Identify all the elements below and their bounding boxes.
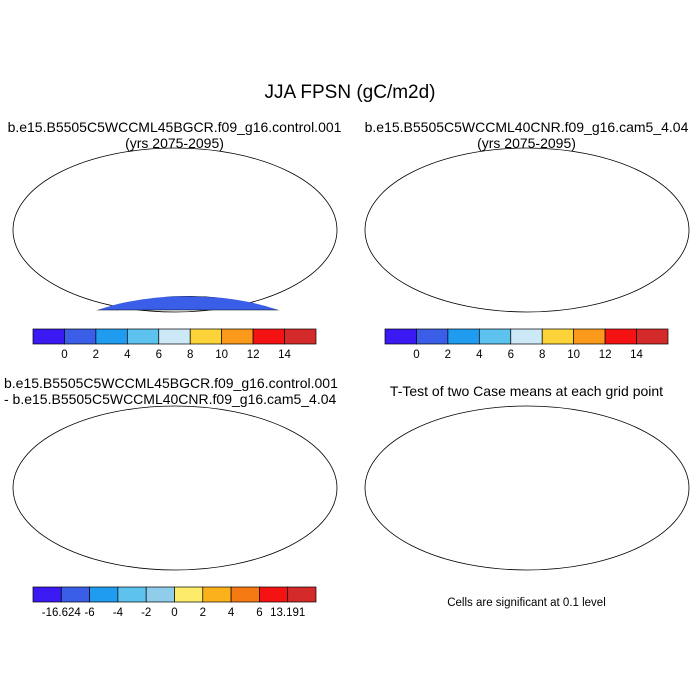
- colorbar-tick-label: 4: [476, 349, 483, 361]
- colorbar-tick-label: 10: [567, 349, 580, 361]
- map-difference-frame: [12, 405, 338, 571]
- colorbar-swatch: [573, 328, 606, 345]
- panel-ttest-title: T-Test of two Case means at each grid po…: [389, 383, 664, 399]
- colorbar-swatch: [510, 328, 543, 345]
- panel-cam5-title-line2: (yrs 2075-2095): [477, 135, 576, 151]
- colorbar-difference: -16.624 -6 -4 -2 0 2 4 6 13.191: [32, 586, 317, 619]
- colorbar-tick-label: 2: [200, 607, 206, 619]
- colorbar-swatch: [32, 586, 62, 603]
- colorbar-swatch: [230, 586, 260, 603]
- colorbar-tick-label: 2: [445, 349, 451, 361]
- panel-control-title-line1: b.e15.B5505C5WCCML45BGCR.f09_g16.control…: [7, 119, 342, 135]
- map-cam5: [364, 147, 690, 313]
- colorbar-tick-label: 8: [187, 349, 193, 361]
- map-control-frame: [12, 147, 338, 313]
- panel-difference-title-line1: b.e15.B5505C5WCCML45BGCR.f09_g16.control…: [4, 375, 338, 391]
- panel-difference-title: b.e15.B5505C5WCCML45BGCR.f09_g16.control…: [4, 375, 349, 407]
- colorbar-swatch: [604, 328, 637, 345]
- colorbar-tick-label: -6: [84, 607, 94, 619]
- colorbar-tick-label: -2: [141, 607, 151, 619]
- colorbar-tick-label: 4: [124, 349, 131, 361]
- colorbar-swatch: [189, 328, 223, 345]
- colorbar-tick-label: 14: [278, 349, 291, 361]
- figure-title: JJA FPSN (gC/m2d): [264, 82, 436, 103]
- colorbar-tick-label: 2: [93, 349, 99, 361]
- map-cam5-frame: [364, 147, 690, 313]
- map-difference: [12, 405, 338, 571]
- panel-control-title: b.e15.B5505C5WCCML45BGCR.f09_g16.control…: [2, 119, 347, 151]
- colorbar-swatch: [252, 328, 285, 345]
- colorbar-swatch: [64, 328, 97, 345]
- colorbar-tick-label: 4: [228, 607, 235, 619]
- colorbar-control: 0 2 4 6 8 10 12 14: [32, 328, 317, 361]
- panel-cam5-title-line1: b.e15.B5505C5WCCML40CNR.f09_g16.cam5_4.0…: [364, 119, 689, 135]
- colorbar-swatch: [636, 328, 669, 345]
- colorbar-swatch: [117, 586, 147, 603]
- colorbar-swatch: [447, 328, 480, 345]
- colorbar-swatch: [221, 328, 254, 345]
- colorbar-swatch: [259, 586, 289, 603]
- colorbar-swatch: [541, 328, 575, 345]
- colorbar-tick-label: 14: [630, 349, 643, 361]
- colorbar-swatch: [384, 328, 417, 345]
- map-ttest-frame: [364, 405, 690, 571]
- colorbar-tick-label: 0: [61, 349, 67, 361]
- colorbar-swatch: [416, 328, 449, 345]
- colorbar-swatch: [89, 586, 119, 603]
- colorbar-tick-label: 13.191: [270, 607, 305, 619]
- panel-difference-title-line2: - b.e15.B5505C5WCCML40CNR.f09_g16.cam5_4…: [4, 391, 337, 407]
- colorbar-swatch: [284, 328, 317, 345]
- significance-note: Cells are significant at 0.1 level: [447, 597, 606, 609]
- colorbar-swatch: [287, 586, 317, 603]
- colorbar-tick-label: 12: [247, 349, 260, 361]
- colorbar-tick-label: 0: [171, 607, 177, 619]
- colorbar-tick-label: 10: [215, 349, 228, 361]
- colorbar-swatch: [60, 586, 90, 603]
- colorbar-tick-label: -4: [113, 607, 124, 619]
- colorbar-tick-label: -16.624: [42, 607, 82, 619]
- colorbar-tick-label: 6: [508, 349, 514, 361]
- colorbar-swatch: [174, 586, 204, 603]
- colorbar-swatch: [32, 328, 65, 345]
- panel-cam5-title: b.e15.B5505C5WCCML40CNR.f09_g16.cam5_4.0…: [354, 119, 699, 151]
- colorbar-swatch: [145, 586, 175, 603]
- colorbar-swatch: [202, 586, 232, 603]
- colorbar-tick-label: 6: [156, 349, 162, 361]
- map-control: [12, 147, 338, 313]
- colorbar-tick-label: 6: [256, 607, 262, 619]
- colorbar-tick-label: 0: [413, 349, 419, 361]
- panel-control-title-line2: (yrs 2075-2095): [125, 135, 224, 151]
- colorbar-swatch: [478, 328, 512, 345]
- colorbar-tick-label: 8: [539, 349, 545, 361]
- colorbar-tick-label: 12: [599, 349, 612, 361]
- colorbar-cam5: 0 2 4 6 8 10 12 14: [384, 328, 669, 361]
- colorbar-swatch: [95, 328, 128, 345]
- colorbar-swatch: [126, 328, 160, 345]
- map-ttest: [364, 405, 690, 571]
- colorbar-swatch: [158, 328, 191, 345]
